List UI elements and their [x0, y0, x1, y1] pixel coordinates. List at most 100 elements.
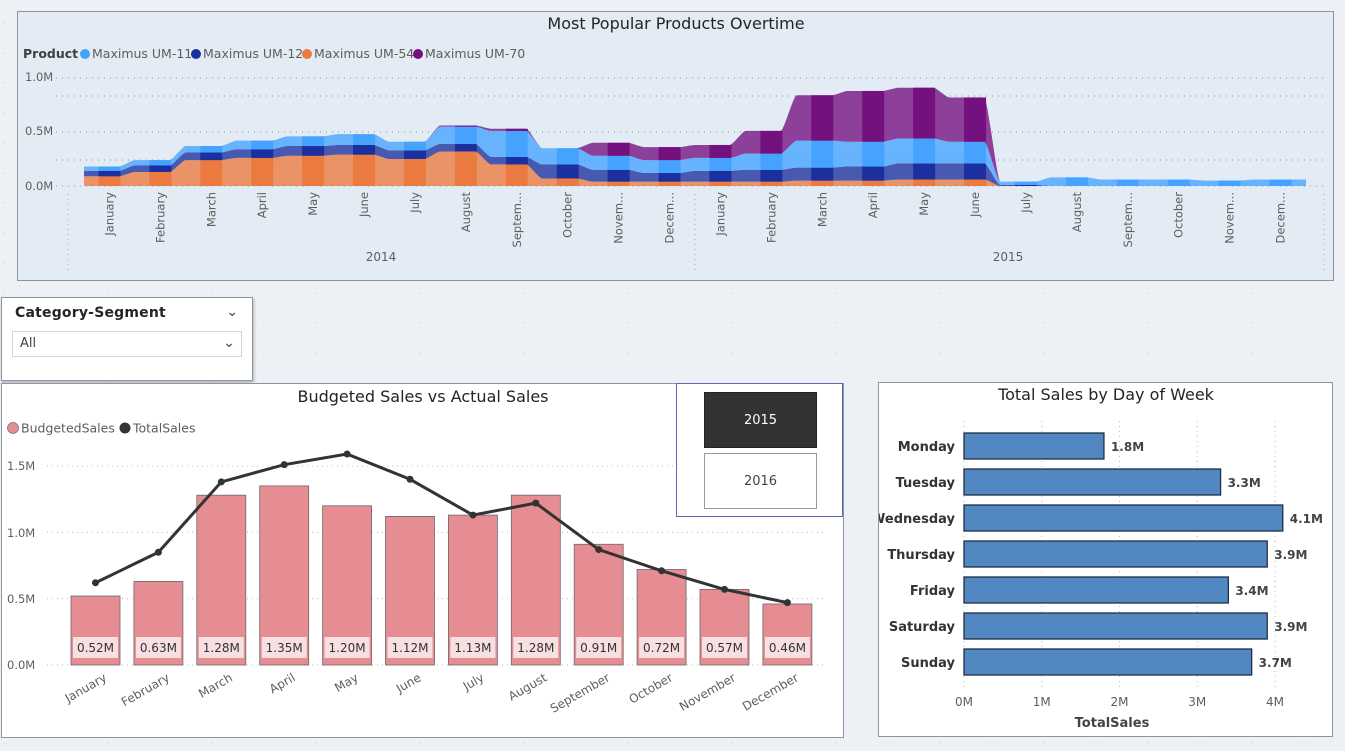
- stream-segment: [760, 169, 783, 182]
- budget-data-label: 0.72M: [643, 641, 680, 655]
- totalsales-point: [532, 499, 540, 507]
- slicer-title: Category-Segment: [15, 305, 166, 321]
- totalsales-point: [783, 599, 791, 607]
- stream-x-tick: July: [1019, 192, 1033, 214]
- stream-segment: [607, 169, 630, 182]
- stream-segment: [760, 130, 783, 154]
- stream-layer-um54: [84, 151, 1306, 186]
- combo-y-axis: 1.5M 1.0M 0.5M 0.0M: [7, 459, 35, 672]
- stream-x-tick: April: [866, 192, 880, 218]
- legend-dot-um54: [302, 49, 312, 59]
- stream-segment: [760, 181, 783, 186]
- stream-segment: [200, 152, 223, 161]
- stream-segment: [251, 157, 274, 186]
- stream-segment: [454, 126, 477, 144]
- legend-label-totalsales[interactable]: TotalSales: [132, 421, 195, 436]
- stream-x-tick: February: [764, 192, 778, 243]
- stream-y-tick: 0.5M: [25, 124, 53, 138]
- budget-bar: [510, 494, 561, 666]
- legend-label-um11[interactable]: Maximus UM-11: [92, 46, 192, 61]
- combo-x-tick: June: [393, 670, 424, 696]
- stream-segment: [353, 144, 376, 155]
- stream-segment: [149, 171, 172, 186]
- stream-segment: [505, 128, 528, 131]
- stream-segment: [302, 155, 325, 186]
- budget-data-label: 1.20M: [329, 641, 366, 655]
- budget-data-label: 0.57M: [706, 641, 743, 655]
- dow-bar: [963, 576, 1230, 604]
- stream-segment: [964, 141, 987, 164]
- stream-segment: [658, 181, 681, 186]
- dow-bar: [963, 432, 1105, 460]
- totalsales-point: [154, 548, 162, 556]
- stream-y-axis: 1.0M 0.5M 0.0M: [25, 70, 53, 193]
- sales-by-day-panel[interactable]: Total Sales by Day of Week Monday 1.8M Tue…: [871, 382, 1333, 737]
- dow-bar: [963, 612, 1268, 640]
- dow-bar: [963, 648, 1253, 676]
- totalsales-point: [469, 511, 477, 519]
- combo-legend: BudgetedSales TotalSales: [7, 421, 195, 436]
- stream-segment: [709, 157, 732, 171]
- totalsales-point: [343, 450, 351, 458]
- stream-segment: [403, 141, 426, 151]
- data-label-bg: [135, 637, 181, 658]
- stream-x-tick: June: [357, 192, 371, 218]
- stream-segment: [607, 181, 630, 186]
- totalsales-point: [721, 585, 728, 593]
- legend-label-budgeted[interactable]: BudgetedSales: [21, 421, 115, 436]
- stream-segment: [149, 160, 172, 166]
- slicer-dropdown[interactable]: All ⌄: [12, 331, 242, 357]
- stream-x-tick: Novem...: [1223, 192, 1237, 244]
- stream-segment: [913, 138, 936, 164]
- chevron-down-icon[interactable]: ⌄: [223, 335, 235, 351]
- stream-segment: [709, 170, 732, 182]
- stream-chart-panel[interactable]: Most Popular Products Overtime Product M…: [17, 11, 1334, 281]
- legend-dot-um70: [413, 49, 423, 59]
- totalsales-point: [280, 461, 288, 469]
- category-segment-slicer[interactable]: Category-Segment ⌄ All ⌄: [1, 297, 253, 381]
- chevron-down-icon[interactable]: ⌄: [226, 304, 238, 320]
- stream-x-tick: July: [408, 192, 422, 214]
- stream-x-tick: March: [815, 192, 829, 227]
- legend-dot-budgeted: [7, 422, 19, 434]
- combo-x-tick: May: [332, 670, 360, 695]
- budget-data-label: 1.35M: [266, 641, 303, 655]
- legend-label-um12[interactable]: Maximus UM-12: [203, 46, 303, 61]
- year-button-2015[interactable]: 2015: [704, 392, 817, 448]
- stream-segment: [709, 144, 732, 158]
- dow-data-label: 3.7M: [1259, 656, 1292, 670]
- budget-data-label: 0.63M: [140, 641, 177, 655]
- stream-x-tick: May: [917, 192, 931, 216]
- dow-category-label: Friday: [910, 584, 956, 599]
- stream-chart: Most Popular Products Overtime Product M…: [23, 14, 1328, 274]
- combo-x-tick: July: [460, 670, 487, 693]
- year-slicer[interactable]: 2015 2016: [676, 383, 843, 517]
- dow-bar: [963, 468, 1222, 496]
- data-label-bg: [324, 637, 370, 658]
- dow-data-label: 3.3M: [1228, 476, 1261, 490]
- dow-category-label: Sunday: [901, 656, 956, 671]
- stream-segment: [1065, 177, 1088, 186]
- dow-category-label: Monday: [898, 440, 956, 455]
- totalsales-point: [658, 567, 666, 575]
- stream-x-tick: June: [968, 192, 982, 218]
- legend-label-um54[interactable]: Maximus UM-54: [314, 46, 414, 61]
- stream-segment: [505, 130, 528, 157]
- stream-y-tick: 0.0M: [25, 179, 53, 193]
- stream-x-tick: Decem...: [1274, 192, 1288, 244]
- stream-segment: [454, 151, 477, 186]
- combo-x-tick: February: [119, 670, 172, 709]
- budget-data-label: 1.28M: [517, 641, 554, 655]
- stream-y-tick: 1.0M: [25, 70, 53, 84]
- budget-data-label: 0.52M: [77, 641, 114, 655]
- stream-segment: [98, 166, 121, 171]
- slicer-value: All: [20, 336, 37, 351]
- legend-label-um70[interactable]: Maximus UM-70: [425, 46, 525, 61]
- dow-category-label: Thursday: [887, 548, 955, 563]
- year-button-2016[interactable]: 2016: [704, 453, 817, 509]
- dow-category-label: Wednesday: [879, 512, 956, 527]
- combo-y-tick: 0.0M: [7, 658, 35, 672]
- dow-category-label: Saturday: [889, 620, 956, 635]
- stream-x-tick: February: [153, 192, 167, 243]
- dow-category-label: Tuesday: [896, 476, 956, 491]
